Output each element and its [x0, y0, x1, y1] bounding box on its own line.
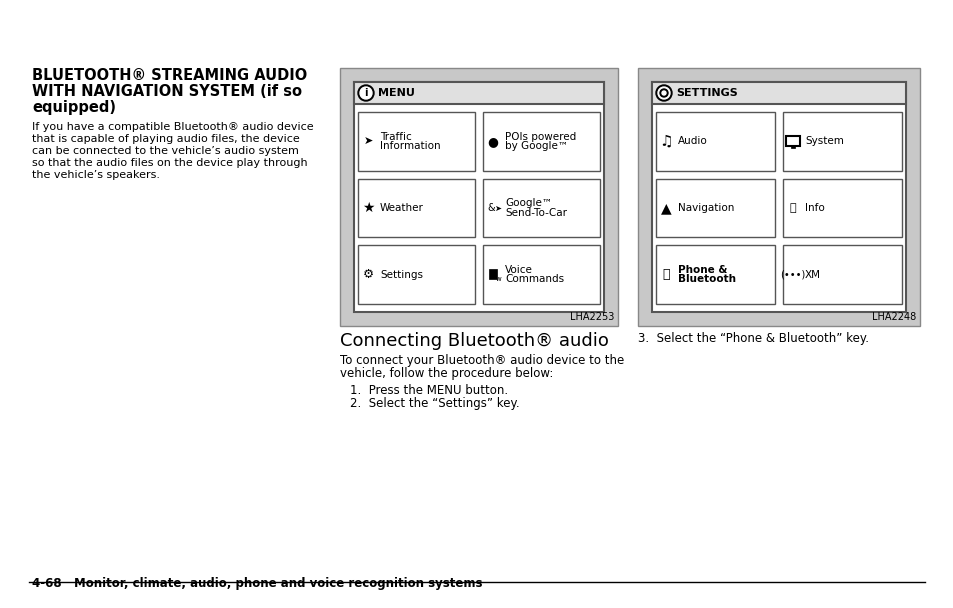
- FancyBboxPatch shape: [656, 112, 774, 171]
- FancyBboxPatch shape: [656, 246, 774, 304]
- Text: 3.  Select the “Phone & Bluetooth” key.: 3. Select the “Phone & Bluetooth” key.: [638, 332, 868, 345]
- Text: LHA2248: LHA2248: [871, 312, 915, 322]
- Text: ●: ●: [487, 135, 497, 148]
- Text: Weather: Weather: [379, 203, 423, 213]
- Text: LHA2253: LHA2253: [569, 312, 614, 322]
- FancyBboxPatch shape: [482, 179, 599, 237]
- FancyBboxPatch shape: [638, 68, 919, 326]
- Text: BLUETOOTH® STREAMING AUDIO: BLUETOOTH® STREAMING AUDIO: [32, 68, 307, 83]
- FancyBboxPatch shape: [357, 112, 475, 171]
- Text: 🚗: 🚗: [789, 203, 796, 213]
- Circle shape: [658, 87, 669, 99]
- FancyBboxPatch shape: [785, 136, 800, 147]
- FancyBboxPatch shape: [339, 68, 618, 326]
- Text: so that the audio files on the device play through: so that the audio files on the device pl…: [32, 158, 307, 168]
- FancyBboxPatch shape: [489, 269, 497, 278]
- FancyBboxPatch shape: [782, 246, 901, 304]
- Text: System: System: [804, 136, 843, 147]
- Text: Phone &: Phone &: [678, 265, 726, 275]
- Text: (•••): (•••): [780, 270, 804, 280]
- Text: Send-To-Car: Send-To-Car: [504, 207, 566, 218]
- Text: Connecting Bluetooth® audio: Connecting Bluetooth® audio: [339, 332, 608, 350]
- Text: POIs powered: POIs powered: [504, 132, 576, 142]
- FancyBboxPatch shape: [651, 82, 905, 312]
- Text: XM: XM: [804, 270, 821, 280]
- Circle shape: [357, 85, 374, 101]
- FancyBboxPatch shape: [357, 246, 475, 304]
- FancyBboxPatch shape: [656, 179, 774, 237]
- Text: ★: ★: [361, 201, 374, 215]
- Circle shape: [656, 85, 671, 101]
- Text: ♫: ♫: [659, 134, 672, 149]
- Text: ➤: ➤: [494, 204, 501, 213]
- FancyBboxPatch shape: [651, 82, 905, 104]
- Text: that is capable of playing audio files, the device: that is capable of playing audio files, …: [32, 134, 299, 144]
- Text: Settings: Settings: [379, 270, 422, 280]
- Text: Voice: Voice: [504, 265, 533, 275]
- Text: equipped): equipped): [32, 100, 116, 115]
- Text: 4-68   Monitor, climate, audio, phone and voice recognition systems: 4-68 Monitor, climate, audio, phone and …: [32, 577, 482, 590]
- FancyBboxPatch shape: [354, 82, 603, 104]
- Text: Commands: Commands: [504, 274, 563, 284]
- Text: w: w: [496, 275, 501, 282]
- FancyBboxPatch shape: [357, 179, 475, 237]
- Text: Google™: Google™: [504, 198, 552, 209]
- Text: If you have a compatible Bluetooth® audio device: If you have a compatible Bluetooth® audi…: [32, 122, 314, 132]
- FancyBboxPatch shape: [790, 147, 794, 148]
- FancyBboxPatch shape: [482, 246, 599, 304]
- FancyBboxPatch shape: [482, 112, 599, 171]
- Text: Traffic: Traffic: [379, 132, 412, 142]
- Text: by Google™: by Google™: [504, 141, 568, 151]
- Circle shape: [359, 87, 372, 99]
- Text: MENU: MENU: [377, 88, 415, 98]
- Text: SETTINGS: SETTINGS: [676, 88, 737, 98]
- FancyBboxPatch shape: [782, 179, 901, 237]
- Text: ➤: ➤: [363, 136, 373, 147]
- Circle shape: [661, 91, 665, 95]
- Text: ⚙: ⚙: [362, 268, 374, 281]
- Text: vehicle, follow the procedure below:: vehicle, follow the procedure below:: [339, 367, 553, 380]
- FancyBboxPatch shape: [782, 112, 901, 171]
- Text: Information: Information: [379, 141, 440, 151]
- Text: &: &: [487, 203, 495, 213]
- Text: can be connected to the vehicle’s audio system: can be connected to the vehicle’s audio …: [32, 146, 298, 156]
- Text: To connect your Bluetooth® audio device to the: To connect your Bluetooth® audio device …: [339, 354, 623, 367]
- Text: WITH NAVIGATION SYSTEM (if so: WITH NAVIGATION SYSTEM (if so: [32, 84, 302, 99]
- Text: Bluetooth: Bluetooth: [678, 274, 735, 284]
- Text: 2.  Select the “Settings” key.: 2. Select the “Settings” key.: [350, 397, 519, 410]
- Text: ▲: ▲: [660, 201, 671, 215]
- FancyBboxPatch shape: [354, 82, 603, 312]
- Text: 1.  Press the MENU button.: 1. Press the MENU button.: [350, 384, 508, 397]
- Text: i: i: [364, 88, 367, 98]
- Text: Navigation: Navigation: [678, 203, 734, 213]
- Text: 📱: 📱: [661, 268, 669, 281]
- Text: Audio: Audio: [678, 136, 707, 147]
- Text: Info: Info: [804, 203, 824, 213]
- Circle shape: [659, 89, 667, 97]
- Text: the vehicle’s speakers.: the vehicle’s speakers.: [32, 170, 160, 180]
